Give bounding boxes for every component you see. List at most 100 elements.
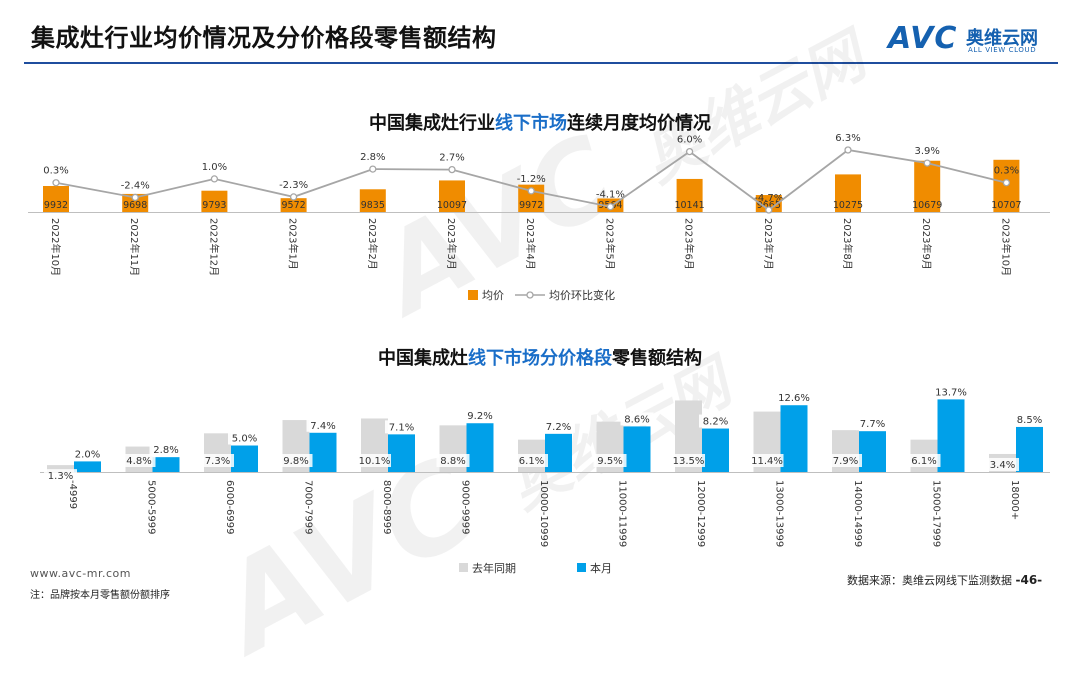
price-bar — [280, 198, 307, 212]
this-month-label-bg — [149, 443, 183, 457]
last-year-label-bg — [750, 454, 784, 467]
month-tick-label: 2023年2月 — [366, 218, 379, 270]
source-text: 数据来源：奥维云网线下监测数据 — [847, 574, 1012, 587]
last-year-label-bg — [358, 454, 391, 467]
legend-swatch-this-month — [577, 563, 586, 572]
month-tick-label: 2023年3月 — [445, 218, 458, 270]
mom-change-label: 6.3% — [835, 133, 860, 144]
segment-tick-label: 7000-7999 — [303, 480, 314, 535]
month-tick-label: 2023年7月 — [762, 218, 775, 270]
last-year-label-bg — [122, 454, 156, 467]
chart2-title-suffix: 零售额结构 — [612, 348, 702, 369]
last-year-label-bg — [593, 454, 627, 467]
this-month-label-bg — [306, 418, 340, 432]
logo-mark: AVC — [888, 21, 958, 56]
this-month-label: 9.2% — [467, 411, 492, 422]
mom-change-point — [131, 193, 139, 202]
price-bar — [201, 190, 228, 212]
website-text: www.avc-mr.com — [30, 567, 131, 580]
mom-change-point — [210, 175, 219, 183]
chart2-title-highlight: 线下市场分价格段 — [468, 348, 612, 369]
last-year-label: 6.1% — [911, 456, 936, 467]
last-year-bar — [47, 465, 74, 472]
mom-change-point — [448, 165, 456, 174]
mom-change-point — [685, 147, 694, 156]
mom-change-point — [289, 193, 298, 201]
mom-change-label: 2.7% — [439, 153, 464, 164]
mom-change-point — [52, 179, 60, 187]
this-month-label-bg — [542, 419, 575, 433]
price-bar — [676, 178, 703, 212]
price-bar — [122, 193, 149, 212]
segment-tick-label: 11000-11999 — [617, 480, 628, 547]
month-tick-label: 2023年8月 — [841, 218, 854, 270]
mom-change-label: 0.3% — [43, 166, 68, 177]
price-label: 10707 — [991, 200, 1021, 211]
segment-tick-label: 8000-8999 — [381, 480, 392, 535]
price-label: 9665 — [757, 200, 781, 211]
legend-marker-mom — [526, 291, 534, 299]
logo-cn: 奥维云网 — [966, 28, 1038, 49]
page-number: -46- — [1015, 573, 1043, 587]
this-month-label: 2.0% — [75, 449, 100, 460]
legend-label-last-year: 去年同期 — [472, 561, 516, 575]
this-month-bar — [1016, 426, 1043, 472]
segment-tick-label: 9000-9999 — [460, 480, 471, 535]
this-month-bar — [466, 423, 494, 472]
mom-change-label: 0.3% — [994, 166, 1019, 177]
mom-change-label: -2.4% — [121, 180, 150, 191]
price-bar — [755, 195, 782, 212]
last-year-label-bg — [436, 454, 470, 467]
price-label: 10275 — [833, 200, 863, 211]
this-month-bar — [309, 432, 337, 472]
price-bar — [359, 189, 386, 212]
this-month-bar — [545, 433, 572, 472]
legend-label-avg-price: 均价 — [482, 289, 504, 302]
this-month-label: 7.2% — [546, 422, 571, 433]
mom-change-point — [606, 203, 615, 211]
last-year-label: 7.3% — [205, 456, 230, 467]
price-label: 9793 — [202, 200, 226, 211]
price-label: 9932 — [44, 200, 68, 211]
price-label: 10097 — [437, 200, 467, 211]
month-tick-label: 2023年6月 — [683, 218, 696, 270]
this-month-label-bg — [699, 414, 732, 428]
segment-tick-label: -4999 — [67, 480, 78, 509]
last-year-label: 1.3% — [48, 471, 73, 482]
price-label: 9972 — [519, 200, 543, 211]
chart1-title-prefix: 中国集成灶行业 — [369, 113, 495, 134]
last-year-label: 4.8% — [126, 456, 151, 467]
this-month-bar — [74, 461, 101, 472]
this-month-label: 7.7% — [860, 419, 885, 430]
this-month-bar — [152, 457, 180, 472]
this-month-bar — [231, 445, 258, 472]
month-tick-label: 2023年5月 — [603, 218, 616, 270]
this-month-label-bg — [856, 417, 889, 431]
avc-logo: AVC 奥维云网 ALL VIEW CLOUD — [888, 22, 1058, 58]
this-month-label: 7.4% — [310, 421, 335, 432]
last-year-label: 6.1% — [519, 456, 544, 467]
chart1-title-highlight: 线下市场 — [495, 113, 567, 134]
mom-change-label: 3.9% — [914, 146, 939, 157]
segment-tick-label: 14000-14999 — [852, 480, 863, 547]
last-year-label-bg — [201, 454, 234, 467]
this-month-label: 13.7% — [935, 387, 967, 398]
this-month-label-bg — [228, 431, 261, 445]
legend-label-this-month: 本月 — [590, 561, 612, 575]
last-year-label-bg — [829, 454, 862, 467]
this-month-label: 7.1% — [389, 422, 414, 433]
price-label: 9572 — [282, 200, 306, 211]
month-tick-label: 2023年10月 — [999, 218, 1012, 276]
month-tick-label: 2022年11月 — [128, 218, 141, 276]
mom-change-label: -2.3% — [279, 180, 308, 191]
price-bar — [439, 180, 465, 212]
this-month-bar — [623, 426, 651, 472]
segment-tick-label: 10000-10999 — [538, 480, 549, 547]
last-year-label: 8.8% — [440, 456, 465, 467]
price-label: 10141 — [674, 200, 704, 211]
this-month-label-bg — [385, 420, 418, 434]
this-month-label-bg — [71, 447, 104, 461]
last-year-label: 7.9% — [833, 456, 858, 467]
this-month-label: 2.8% — [153, 445, 178, 456]
this-month-bar — [780, 405, 808, 472]
